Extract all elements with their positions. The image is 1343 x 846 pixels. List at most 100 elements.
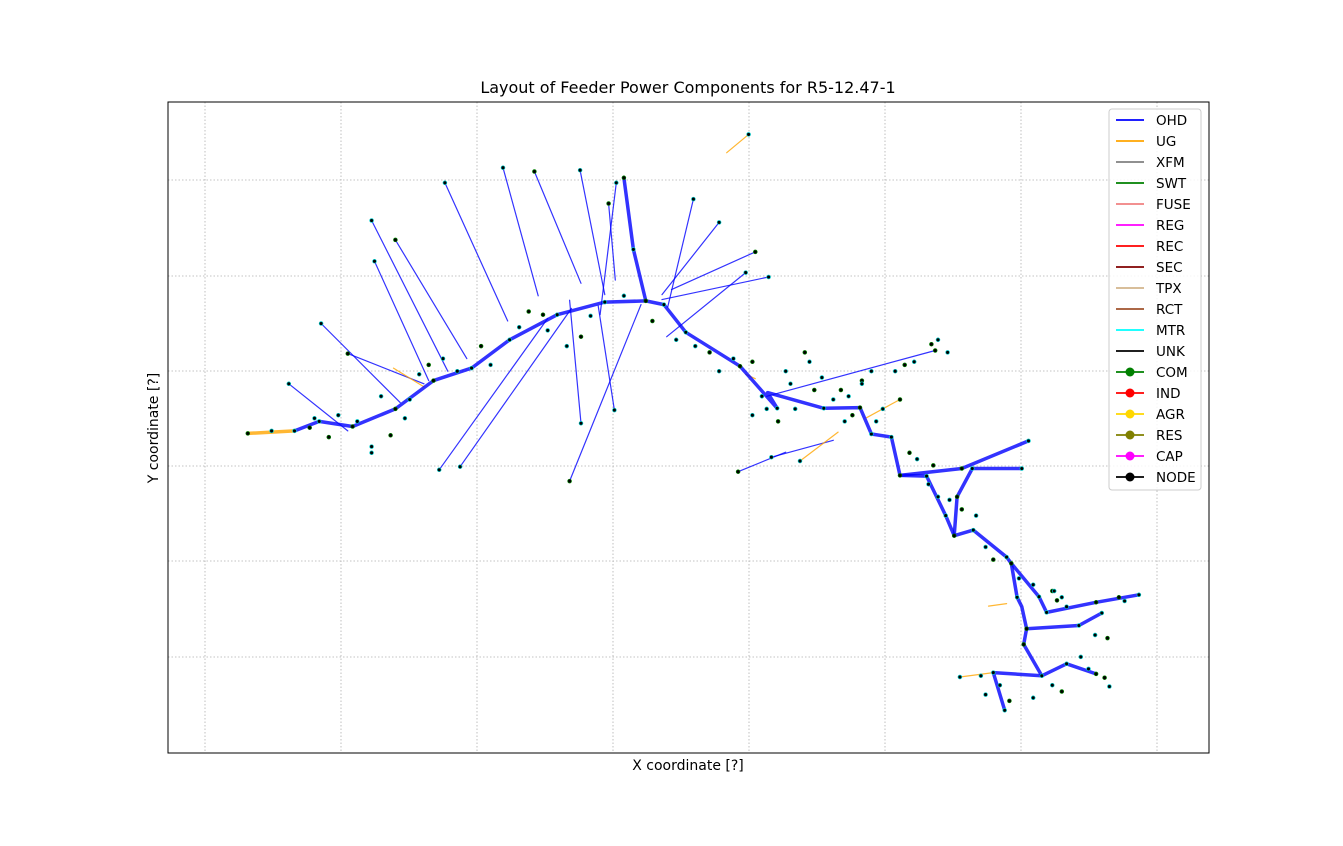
node-marker (1030, 695, 1036, 701)
legend-swatch-marker (1125, 367, 1135, 377)
node-marker (577, 167, 583, 173)
node-marker (769, 454, 774, 460)
node-marker (350, 424, 355, 429)
legend-label: XFM (1156, 155, 1185, 171)
node-marker (1064, 604, 1069, 609)
legend-entry-cap: CAP (1116, 449, 1183, 465)
node-marker (1036, 594, 1042, 599)
node-marker (750, 359, 755, 365)
node-marker (407, 397, 412, 402)
legend-label: IND (1156, 386, 1180, 402)
legend-label: AGR (1156, 407, 1185, 423)
node-marker (983, 692, 988, 697)
feeder-nodes (245, 132, 1142, 713)
node-marker (393, 406, 398, 412)
node-marker (516, 324, 522, 330)
feeder-branch-line (607, 202, 616, 281)
legend-entry-com: COM (1116, 365, 1188, 381)
node-marker (1059, 689, 1065, 694)
node-marker (1093, 671, 1099, 677)
node-marker (959, 466, 965, 471)
node-marker (943, 513, 948, 518)
node-marker (1009, 561, 1014, 566)
node-marker (614, 180, 619, 186)
node-marker (345, 351, 351, 356)
node-marker (959, 507, 965, 512)
node-marker (997, 682, 1003, 688)
node-marker (545, 328, 550, 333)
node-marker (292, 428, 297, 434)
feeder-branch-line (533, 170, 582, 284)
legend-entry-rec: REC (1116, 239, 1183, 255)
node-marker (540, 312, 546, 317)
node-marker (935, 337, 941, 343)
node-marker (554, 312, 560, 317)
feeder-branch-line (987, 602, 1008, 607)
node-marker (1107, 684, 1112, 689)
node-marker (731, 356, 736, 361)
node-marker (469, 365, 474, 371)
legend-swatch-marker (1125, 472, 1135, 482)
node-marker (935, 494, 941, 500)
node-marker (588, 313, 593, 319)
node-marker (567, 478, 572, 484)
feeder-branch-line (597, 305, 616, 411)
node-marker (880, 406, 886, 412)
node-marker (1024, 626, 1029, 631)
node-marker (869, 431, 874, 437)
feeder-branch-line (670, 251, 756, 291)
feeder-branch-line (766, 349, 936, 397)
legend-label: SWT (1156, 176, 1187, 192)
node-marker (316, 419, 322, 424)
node-marker (869, 368, 874, 374)
node-marker (1116, 595, 1122, 600)
node-marker (932, 348, 938, 353)
node-marker (442, 180, 448, 186)
feeder-branch-line (579, 169, 606, 296)
feeder-trunk-line (952, 466, 1024, 538)
node-marker (1007, 698, 1012, 704)
feeder-branch-line (799, 431, 839, 462)
node-marker (578, 421, 584, 426)
legend-label: TPX (1155, 281, 1182, 297)
feeder-branch-line (373, 260, 430, 382)
node-marker (431, 378, 436, 383)
axes-background (168, 102, 1209, 753)
node-marker (807, 359, 812, 365)
node-marker (691, 196, 696, 202)
legend-label: UNK (1156, 344, 1186, 360)
feeder-branch-line (444, 182, 509, 322)
feeder-branch-line (726, 133, 750, 154)
node-marker (1059, 595, 1065, 600)
legend-label: MTR (1156, 323, 1185, 339)
node-marker (735, 469, 741, 474)
node-marker (971, 527, 976, 533)
node-marker (1099, 610, 1105, 616)
legend-entry-xfm: XFM (1116, 155, 1185, 171)
node-marker (821, 406, 827, 411)
node-marker (766, 274, 771, 280)
node-marker (336, 412, 341, 418)
node-marker (707, 350, 712, 355)
node-marker (842, 419, 847, 424)
node-marker (983, 544, 988, 550)
node-marker (812, 387, 817, 393)
node-marker (426, 362, 431, 368)
node-marker (831, 397, 836, 402)
node-marker (488, 362, 493, 368)
legend-label: CAP (1156, 449, 1183, 465)
node-marker (931, 463, 936, 468)
node-marker (1044, 610, 1049, 615)
node-marker (945, 350, 950, 355)
node-marker (683, 330, 689, 335)
node-marker (859, 381, 865, 387)
node-marker (716, 368, 722, 374)
node-marker (1014, 595, 1020, 600)
feeder-branch-line (661, 221, 720, 296)
legend-entry-ohd: OHD (1116, 113, 1187, 129)
node-marker (774, 406, 780, 411)
node-marker (746, 132, 751, 137)
feeder-branch-line (459, 307, 573, 468)
feeder-branch-line (371, 219, 449, 372)
node-marker (355, 419, 360, 424)
